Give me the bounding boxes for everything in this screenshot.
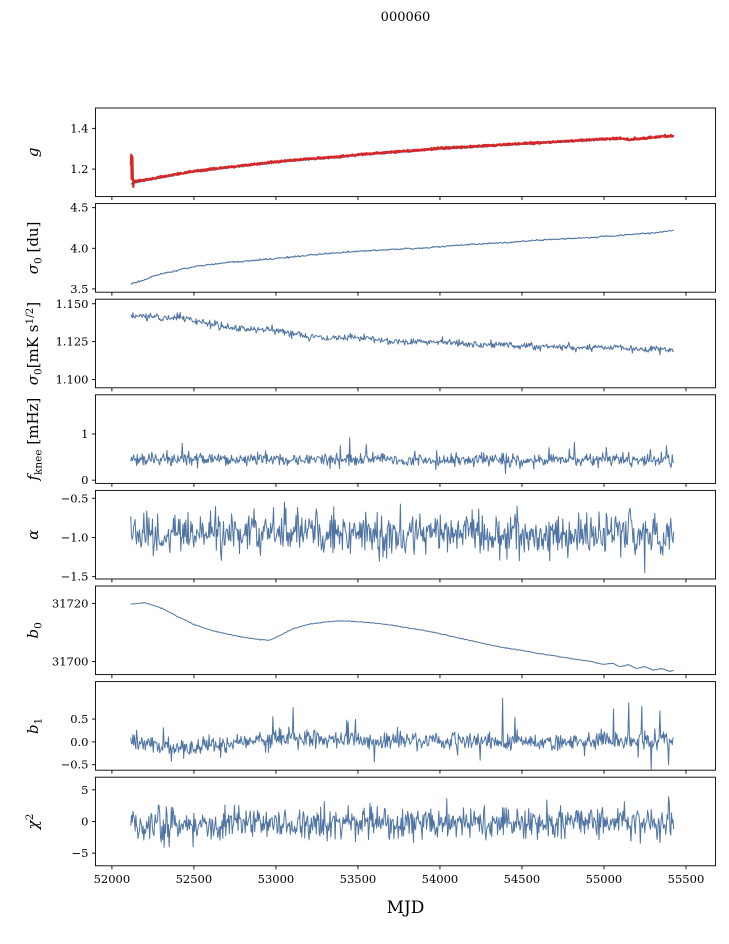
x-tick-label: 54000 [422,872,459,886]
axes-frame-sigma0_mK [95,298,716,389]
x-tick-label: 52000 [94,872,131,886]
y-tick-label: 0.0 [70,735,88,749]
y-tick-label: −0.5 [61,758,89,772]
y-tick-label: 31700 [52,655,89,669]
y-axis-label-b1: b1 [24,718,45,734]
y-tick-label: 1 [81,427,88,441]
y-tick-label: 1.100 [56,372,89,386]
y-tick-label: 5 [81,783,88,797]
y-axis-label-b0: b0 [24,622,45,638]
y-tick-label: 1.125 [56,335,89,349]
y-tick-label: 0 [81,815,88,829]
x-tick-label: 52500 [176,872,213,886]
series-alpha [130,501,675,574]
panel-sigma0_mK: 1.100 1.125 1.150 σ0[mK s1/2] [24,297,716,392]
y-axis-label-sigma0_du: σ0 [du] [24,222,45,275]
x-axis-label: MJD [386,898,425,918]
x-tick-label: 55000 [586,872,623,886]
y-tick-label: 3.5 [70,282,88,296]
y-axis-label-g: g [24,147,42,157]
series-sigma0-du [130,229,674,285]
axes-frame-g [95,107,716,198]
panel-chi2: −5 0 5 52000 52500 53000 53500 54000 54500 55000 5… [24,776,716,886]
x-tick-label: 54500 [504,872,541,886]
axes-frame-alpha [95,489,716,580]
series-sigma0-mK [130,311,674,356]
axes-frame-fknee [95,394,716,484]
panel-b1: −0.5 0.0 0.5 b1 [24,681,716,774]
panel-b0: 31700 31720 b0 [24,585,716,679]
y-tick-label: 4.5 [70,201,88,215]
series-fknee [130,437,674,475]
series-g-red [129,133,675,189]
panel-sigma0_du: 3.5 4.0 4.5 σ0 [du] [24,201,716,296]
panel-fknee: 0 1 fknee [mHz] [24,394,716,487]
y-tick-label: 1.2 [70,162,88,176]
series-b0 [130,602,674,672]
axes-frame-b0 [95,585,716,676]
y-tick-label: 1.150 [56,297,89,311]
y-tick-label: 0.5 [70,712,88,726]
y-axis-label-fknee: fknee [mHz] [24,398,45,482]
y-tick-label: −1.0 [61,530,89,544]
series-chi2 [130,796,675,848]
figure-title: 000060 [380,10,431,25]
y-tick-label: −1.5 [61,570,89,584]
x-tick-label: 53500 [340,872,377,886]
y-tick-label: 0 [81,473,88,487]
y-axis-label-alpha: α [24,530,42,540]
axes-frame-b1 [95,681,716,771]
y-tick-label: 31720 [52,596,89,610]
y-axis-label-chi2: χ2 [24,814,42,831]
y-tick-label: 4.0 [70,241,88,255]
x-tick-label: 55500 [668,872,705,886]
panel-g: 1.2 1.4 g [24,107,716,201]
y-tick-label: 1.4 [70,121,88,135]
series-b1 [130,698,674,770]
x-tick-label: 53000 [258,872,295,886]
panel-alpha: −1.5 −1.0 −0.5 α [24,489,716,584]
y-tick-label: −5 [72,846,89,860]
y-axis-label-sigma0_mK: σ0[mK s1/2] [24,302,45,385]
y-tick-label: −0.5 [61,491,89,505]
